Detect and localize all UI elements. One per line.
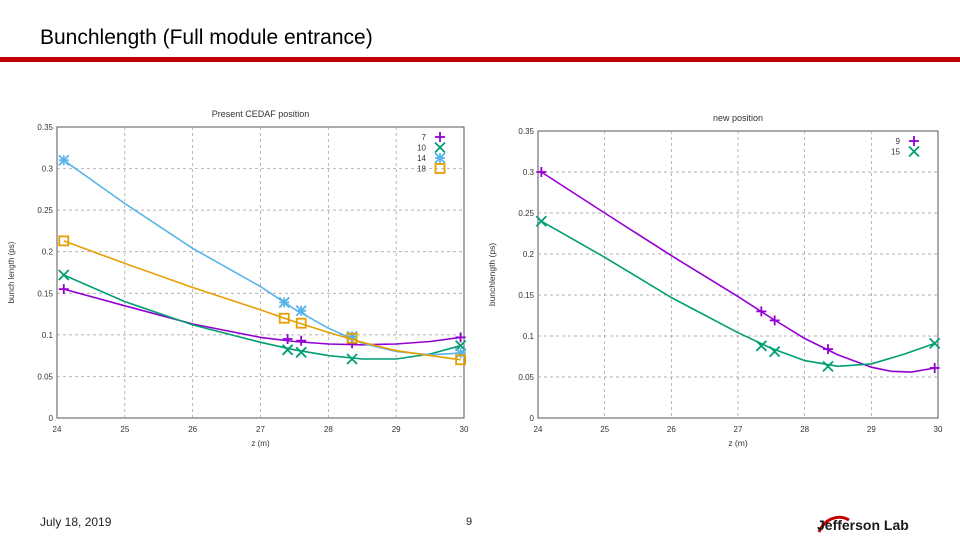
y-tick-label: 0.2 — [42, 248, 54, 257]
series-line-14 — [63, 159, 461, 356]
data-point-14 — [278, 296, 290, 309]
y-axis-label: bunchlength (ps) — [487, 243, 497, 306]
page-number: 9 — [466, 516, 473, 528]
data-point-7 — [455, 332, 466, 343]
slide-title: Bunchlength (Full module entrance) — [40, 26, 373, 49]
y-tick-label: 0.1 — [523, 332, 535, 341]
legend-marker-9 — [909, 136, 919, 146]
x-axis-label: z (m) — [251, 439, 270, 448]
y-tick-label: 0 — [49, 414, 54, 423]
data-point-10 — [58, 269, 70, 281]
legend-label-10: 10 — [417, 144, 426, 153]
y-tick-label: 0.05 — [518, 373, 534, 382]
y-tick-label: 0.05 — [37, 372, 53, 381]
x-tick-label: 27 — [734, 425, 743, 434]
data-point-15 — [822, 360, 834, 372]
x-tick-label: 26 — [188, 425, 197, 434]
data-point-18 — [58, 235, 70, 247]
data-point-15 — [755, 340, 767, 352]
y-axis-label: bunch length (ps) — [7, 241, 16, 303]
x-tick-label: 29 — [392, 425, 401, 434]
data-point-14 — [295, 305, 307, 317]
logo-swoosh-icon — [817, 515, 850, 533]
series-line-15 — [540, 220, 935, 368]
legend-marker-10 — [434, 141, 446, 154]
y-tick-label: 0.3 — [42, 165, 54, 174]
data-point-7 — [296, 335, 307, 346]
data-point-18 — [278, 312, 290, 324]
x-tick-label: 30 — [460, 425, 469, 434]
x-tick-label: 26 — [667, 425, 676, 434]
data-point-14 — [454, 347, 467, 359]
y-tick-label: 0.2 — [523, 250, 535, 259]
logo-text: Jefferson Lab — [817, 517, 909, 533]
series-line-9 — [540, 171, 935, 373]
y-tick-label: 0.3 — [523, 168, 535, 177]
y-tick-label: 0.25 — [37, 206, 53, 215]
legend-label-18: 18 — [417, 165, 426, 174]
chart-present-position: 24 25 26 27 28 29 30 0 0.05 0.1 0.15 0.2 0.25 0.3 0.35… — [7, 109, 469, 448]
x-axis-label: z (m) — [728, 438, 748, 448]
legend-label-7: 7 — [422, 133, 427, 142]
chart-title: new position — [713, 113, 763, 123]
data-point-18 — [346, 332, 358, 344]
data-point-10 — [346, 353, 358, 365]
y-tick-label: 0.35 — [518, 127, 534, 136]
x-tick-label: 24 — [53, 425, 62, 434]
legend-marker-18 — [434, 163, 446, 174]
y-tick-label: 0.35 — [37, 123, 53, 132]
x-tick-label: 25 — [600, 425, 609, 434]
series-line-18 — [63, 240, 461, 361]
legend-marker-14 — [434, 152, 446, 164]
data-point-18 — [295, 317, 307, 329]
data-point-9 — [823, 344, 833, 355]
data-point-7 — [58, 284, 69, 295]
data-point-18 — [455, 354, 467, 366]
data-point-7 — [282, 334, 293, 345]
data-point-9 — [536, 167, 547, 177]
data-point-15 — [535, 215, 547, 227]
data-point-10 — [281, 344, 294, 356]
y-tick-label: 0.15 — [518, 291, 534, 300]
legend-marker-7 — [435, 132, 445, 142]
x-tick-label: 28 — [800, 425, 809, 434]
y-tick-label: 0 — [530, 414, 535, 423]
legend-label-9: 9 — [896, 137, 901, 146]
chart-new-position: 24 25 26 27 28 29 30 0 0.05 0.1 0.15 0.2 0.25 0.3 0.35… — [487, 113, 943, 448]
series-line-10 — [63, 274, 461, 360]
chart-title: Present CEDAF position — [212, 109, 310, 119]
data-point-10 — [295, 346, 307, 358]
x-tick-label: 28 — [324, 425, 333, 434]
x-tick-label: 30 — [934, 425, 943, 434]
x-tick-label: 27 — [256, 425, 265, 434]
data-point-9 — [769, 315, 780, 326]
x-tick-label: 25 — [120, 425, 129, 434]
data-point-15 — [929, 337, 941, 350]
x-tick-label: 29 — [867, 425, 876, 434]
legend-label-14: 14 — [417, 154, 426, 163]
data-point-14 — [58, 154, 70, 166]
data-point-9 — [929, 362, 940, 373]
series-line-7 — [63, 288, 461, 346]
x-tick-label: 24 — [534, 425, 543, 434]
y-tick-label: 0.15 — [37, 289, 53, 298]
legend-label-15: 15 — [891, 148, 900, 157]
legend-marker-15 — [908, 145, 920, 158]
y-tick-label: 0.25 — [518, 209, 534, 218]
title-rule — [0, 57, 960, 62]
footer-date: July 18, 2019 — [40, 515, 112, 529]
jefferson-lab-logo: Jefferson Lab — [817, 515, 909, 533]
data-point-9 — [756, 306, 767, 317]
data-point-15 — [769, 345, 781, 358]
y-tick-label: 0.1 — [42, 331, 54, 340]
